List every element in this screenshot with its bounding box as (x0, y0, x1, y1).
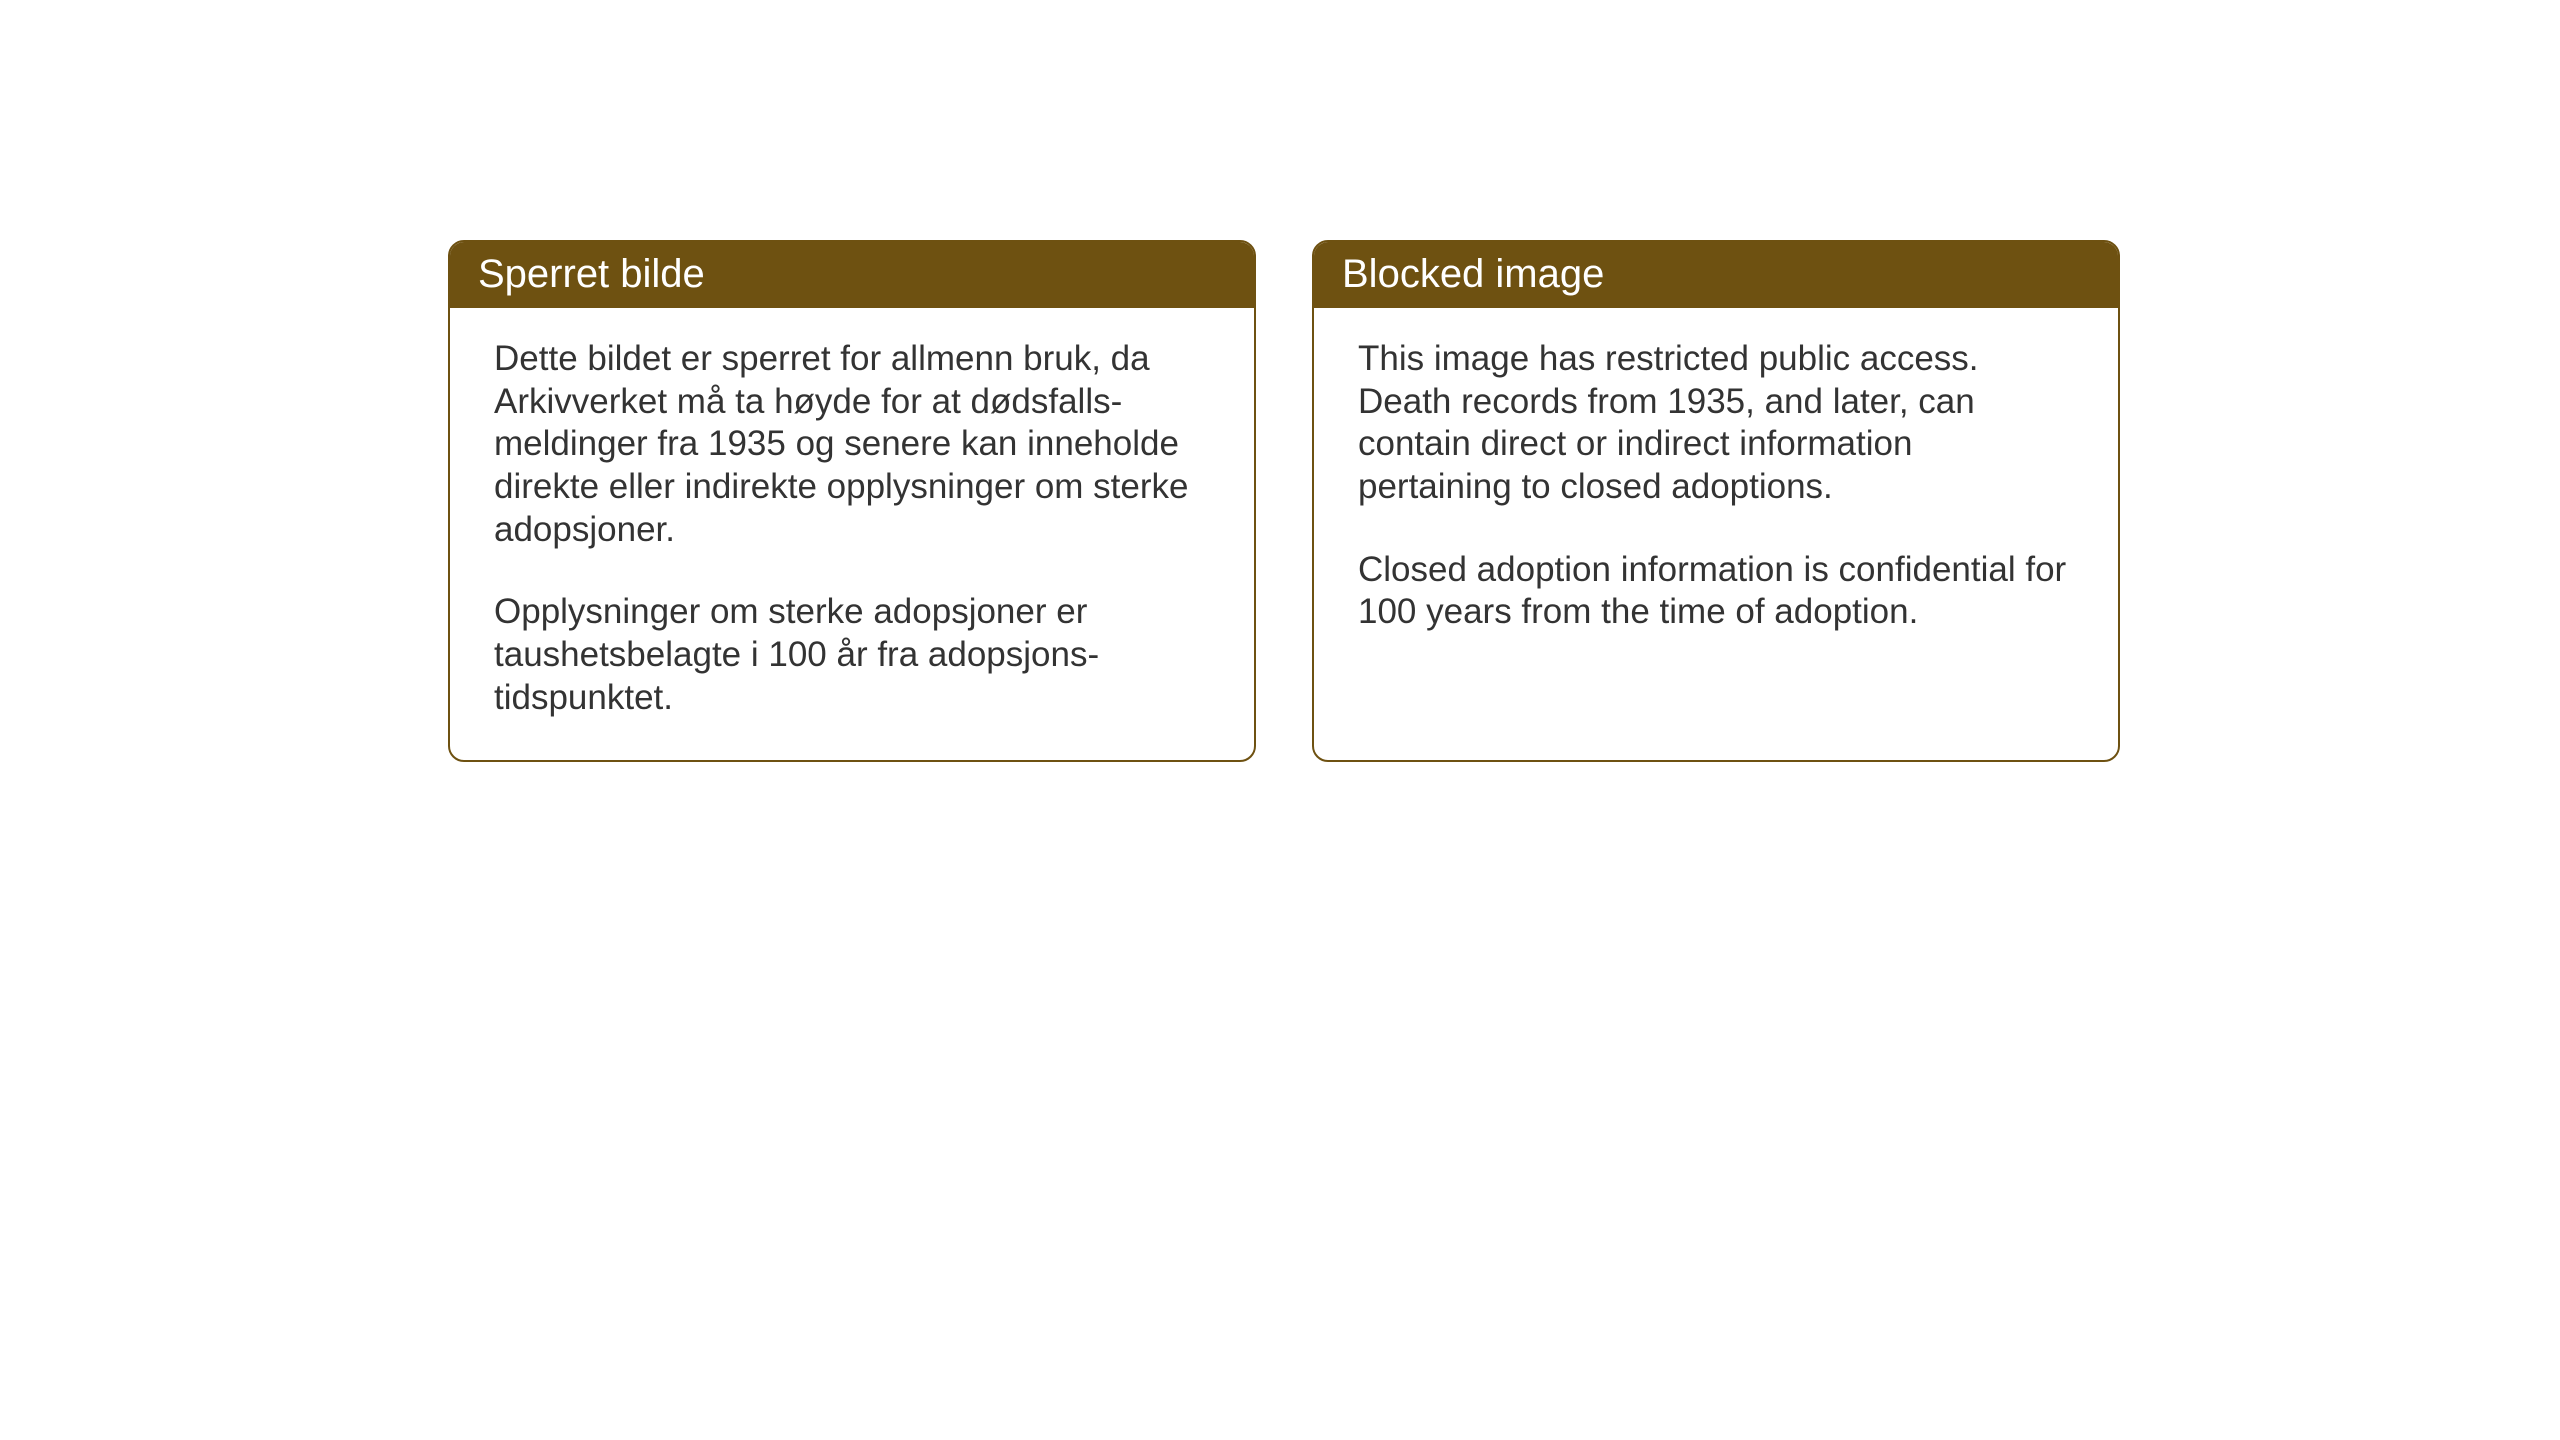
panel-english-paragraph-2: Closed adoption information is confident… (1358, 549, 2074, 634)
panel-norwegian-paragraph-2: Opplysninger om sterke adopsjoner er tau… (494, 591, 1210, 719)
panel-container: Sperret bilde Dette bildet er sperret fo… (448, 240, 2120, 762)
panel-norwegian-paragraph-1: Dette bildet er sperret for allmenn bruk… (494, 338, 1210, 551)
panel-norwegian-body: Dette bildet er sperret for allmenn bruk… (450, 308, 1254, 760)
panel-norwegian: Sperret bilde Dette bildet er sperret fo… (448, 240, 1256, 762)
panel-english-paragraph-1: This image has restricted public access.… (1358, 338, 2074, 509)
panel-english: Blocked image This image has restricted … (1312, 240, 2120, 762)
panel-english-body: This image has restricted public access.… (1314, 308, 2118, 674)
panel-norwegian-title: Sperret bilde (450, 242, 1254, 308)
panel-english-title: Blocked image (1314, 242, 2118, 308)
